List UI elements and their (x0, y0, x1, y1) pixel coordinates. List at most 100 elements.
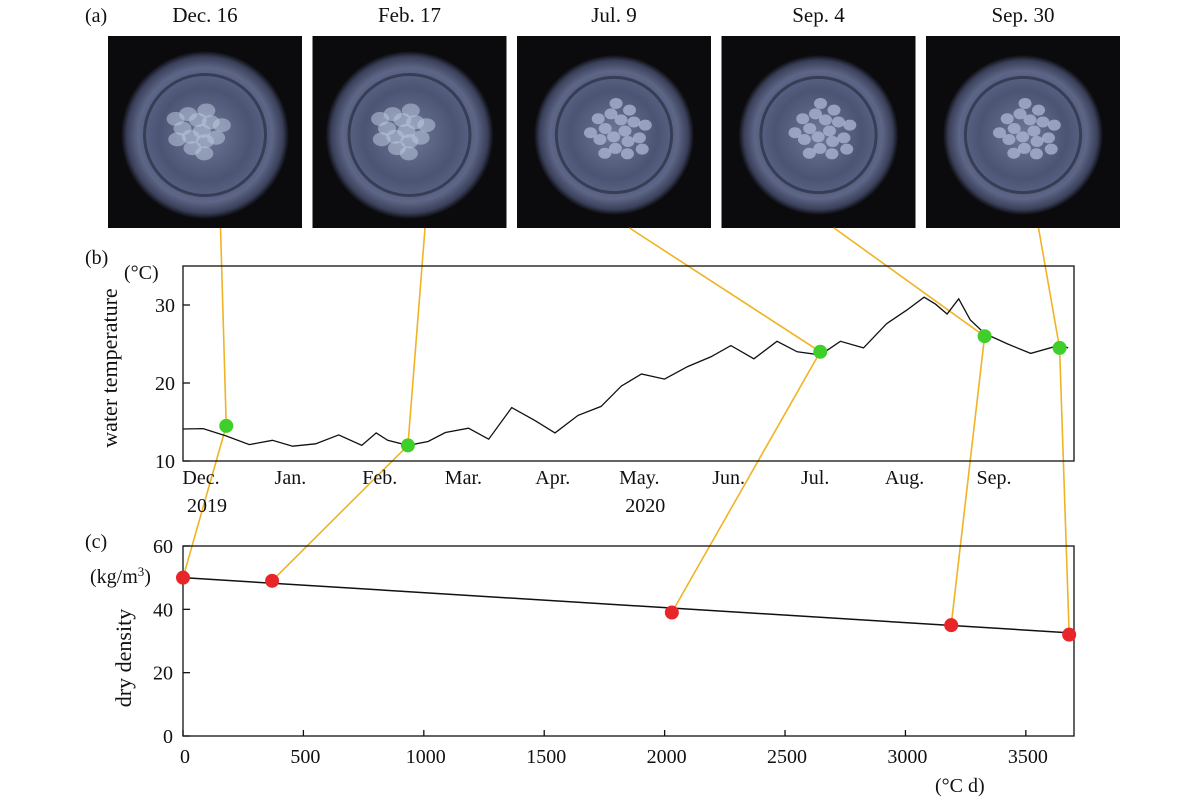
temperature-axis-title: water temperature (97, 288, 122, 447)
density-unit-close: ) (144, 566, 151, 588)
tissue-cell (837, 132, 851, 144)
tissue-cell (618, 125, 632, 137)
temperature-chart: (°C) water temperature 10 20 30 Dec. Jan. Fe… (97, 262, 1075, 517)
density-axis-title: dry density (111, 609, 136, 707)
month-label: Feb. (362, 467, 397, 489)
panel-b-label: (b) (85, 247, 108, 269)
month-label: Dec. (182, 467, 219, 489)
cross-section-4: Sep. 4 (721, 3, 916, 228)
density-x-unit: (°C d) (935, 775, 985, 797)
tissue-cell (399, 146, 418, 161)
cross-section-date-label: Jul. 9 (591, 3, 637, 27)
tissue-cell (797, 133, 811, 145)
cross-section-3: Jul. 9 (517, 3, 711, 228)
tissue-cell (598, 147, 612, 159)
tissue-cell (823, 125, 836, 137)
tissue-cell (808, 108, 822, 120)
tissue-cell (417, 118, 436, 133)
month-label: Apr. (535, 467, 570, 489)
cross-section-date-label: Dec. 16 (172, 3, 237, 27)
tissue-cell (1002, 133, 1016, 145)
tissue-cell (604, 108, 618, 120)
month-label: Jul. (801, 467, 829, 489)
tissue-cell (992, 127, 1006, 139)
tissue-cell (197, 103, 216, 118)
tissue-cell (1007, 122, 1021, 134)
temperature-y-tick-label: 20 (155, 373, 175, 395)
connector-line (1037, 227, 1070, 635)
cortex-ring (143, 73, 267, 197)
tissue-cell (593, 133, 607, 145)
density-x-tick-label: 1500 (526, 746, 566, 768)
density-trend-line (182, 576, 1075, 634)
tissue-cell (168, 132, 187, 147)
cross-section-date-label: Sep. 30 (992, 3, 1055, 27)
density-y-tick-label: 60 (153, 536, 173, 558)
vascular-core (583, 97, 652, 160)
tissue-cell (1023, 114, 1037, 126)
tissue-cell (638, 119, 652, 131)
density-chart: (kg/m3) dry density 0 20 40 60 0 500 1000 1500… (90, 536, 1077, 797)
density-x-tick-label: 1000 (406, 746, 446, 768)
density-unit-sup: 3 (138, 564, 145, 579)
temperature-marker (977, 329, 992, 344)
tissue-cell (1036, 116, 1050, 128)
tissue-cell (632, 132, 646, 144)
cortex-ring (554, 75, 674, 195)
tissue-cell (813, 142, 827, 154)
tissue-cell (608, 142, 622, 154)
density-x-tick-label: 3500 (1008, 746, 1048, 768)
tissue-cell (1000, 113, 1014, 125)
connector-line (629, 227, 822, 613)
temperature-y-tick-label: 10 (155, 451, 175, 473)
month-label: May. (619, 467, 659, 489)
tissue-cell (614, 114, 628, 126)
tissue-cell (598, 122, 612, 134)
density-x-tick-label: 2000 (647, 746, 687, 768)
cross-section-2: Feb. 17 (312, 3, 507, 228)
density-x-tick-label: 0 (180, 746, 190, 768)
tissue-cell (166, 111, 185, 126)
tissue-cell (825, 148, 839, 160)
tissue-cell (818, 114, 832, 126)
tissue-cell (1030, 135, 1044, 147)
density-unit-main: (kg/m (90, 566, 138, 588)
tissue-cell (1017, 142, 1031, 154)
tissue-cell (1027, 125, 1041, 137)
tissue-cell (814, 97, 828, 109)
tissue-cell (831, 116, 845, 128)
tissue-cell (840, 143, 854, 155)
tissue-cell (1016, 131, 1030, 143)
temperature-marker (1052, 340, 1067, 355)
tissue-cell (788, 127, 802, 139)
tissue-cell (1047, 119, 1061, 131)
tissue-cell (371, 111, 390, 126)
tissue-cell (1018, 97, 1032, 109)
month-label: Jun. (712, 467, 745, 489)
cross-section-images: Dec. 16 Feb. 17 Jul. 9 Sep. 4 Sep. 30 (108, 3, 1120, 228)
temperature-y-ticks: 10 20 30 (155, 295, 190, 473)
density-plot-frame (182, 545, 1075, 737)
tissue-cell (609, 97, 623, 109)
month-label: Mar. (445, 467, 482, 489)
tissue-cell (811, 131, 825, 143)
cross-section-date-label: Sep. 4 (792, 3, 845, 27)
tissue-cell (195, 146, 214, 161)
density-y-tick-label: 20 (153, 663, 173, 685)
panel-c-label: (c) (85, 531, 107, 553)
tissue-cell (623, 104, 637, 116)
density-marker (664, 605, 679, 620)
temperature-unit: (°C) (124, 262, 159, 284)
tissue-cell (411, 130, 430, 145)
tissue-cell (1013, 108, 1027, 120)
tissue-cell (627, 116, 641, 128)
tissue-cell (1029, 148, 1043, 160)
tissue-cell (620, 148, 634, 160)
density-x-ticks: 0 500 1000 1500 2000 2500 3000 3500 (180, 730, 1048, 768)
tissue-cell (372, 132, 391, 147)
cross-section-1: Dec. 16 (108, 3, 302, 228)
vascular-core (992, 97, 1061, 160)
tissue-cell (796, 113, 810, 125)
tissue-cell (1007, 147, 1021, 159)
density-x-tick-label: 2500 (767, 746, 807, 768)
